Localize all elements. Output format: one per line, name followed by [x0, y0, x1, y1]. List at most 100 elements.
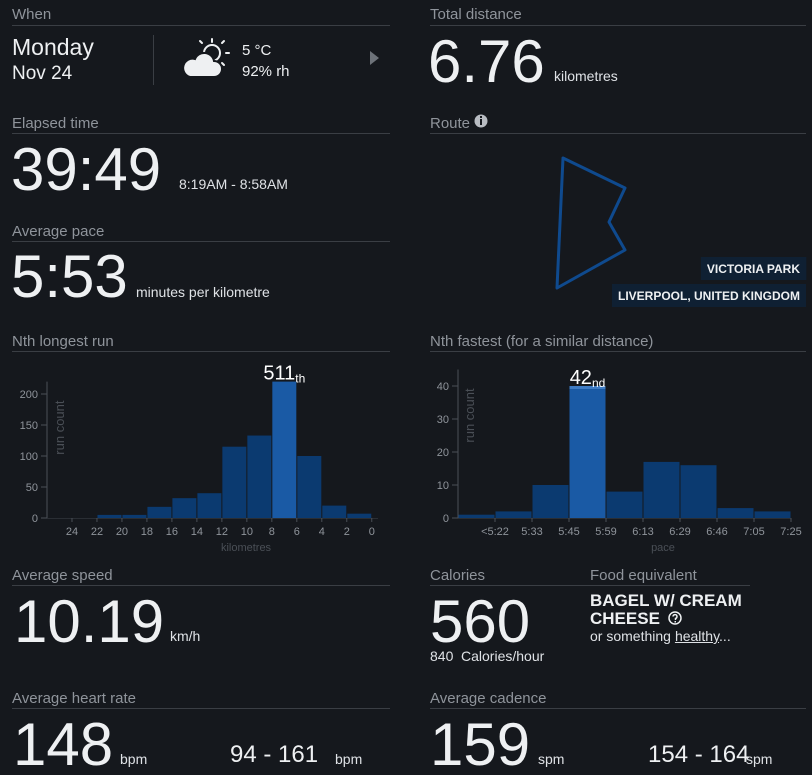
rank-suffix: nd [592, 376, 605, 390]
cadence-range-unit: spm [746, 751, 772, 767]
food-text: BAGEL W/ CREAM CHEESE [590, 591, 742, 628]
x-tick-label: 6 [294, 526, 300, 538]
x-tick-label: 5:33 [521, 526, 542, 538]
heart-rate-value: 148 [13, 711, 113, 775]
cadence-range: 154 - 164 [648, 741, 749, 768]
bar [272, 381, 297, 518]
bar [532, 485, 569, 518]
section-title: Average cadence [430, 690, 546, 707]
note-text: or something [590, 628, 671, 644]
y-tick-label: 40 [437, 381, 449, 393]
rank-number: 511 [263, 363, 295, 385]
info-icon[interactable] [474, 114, 488, 128]
x-tick-label: 8 [269, 526, 275, 538]
x-tick-label: 0 [369, 526, 375, 538]
speed-unit: km/h [170, 628, 200, 644]
time-range: 8:19AM - 8:58AM [179, 176, 288, 192]
x-tick-label: 24 [66, 526, 78, 538]
route-label-box [700, 257, 807, 280]
y-tick-label: 30 [437, 414, 449, 426]
bar [643, 461, 680, 518]
bar [495, 511, 532, 518]
section-title: Average heart rate [12, 690, 136, 707]
cadence-unit: spm [538, 751, 564, 767]
x-tick-label: <5:22 [481, 526, 509, 538]
date: Nov 24 [12, 63, 73, 84]
next-arrow[interactable] [370, 51, 379, 65]
y-tick-label: 50 [26, 482, 38, 494]
speed-value: 10.19 [14, 588, 164, 655]
x-axis-label: kilometres [221, 542, 272, 554]
x-tick-label: 2 [344, 526, 350, 538]
pace-value: 5:53 [11, 243, 128, 310]
bar [147, 506, 172, 518]
rank-suffix: th [295, 372, 305, 386]
section-title: Route [430, 115, 470, 132]
weather-icon [182, 38, 230, 78]
bar [347, 513, 372, 518]
cadence-value: 159 [430, 711, 530, 775]
y-axis-label: run count [462, 388, 477, 443]
route-label: VICTORIA PARK [707, 262, 800, 276]
y-tick-label: 10 [437, 480, 449, 492]
x-tick-label: 4 [319, 526, 325, 538]
x-tick-label: 22 [91, 526, 103, 538]
bar [297, 456, 322, 518]
bar [606, 491, 643, 518]
x-tick-label: 6:46 [706, 526, 727, 538]
bar [122, 514, 147, 518]
heart-rate-range: 94 - 161 [230, 741, 318, 768]
section-title: Average speed [12, 567, 113, 584]
section-title: Elapsed time [12, 115, 99, 132]
rank-annotation: 511th [263, 363, 305, 386]
x-tick-label: 20 [116, 526, 128, 538]
route-label-box [611, 284, 806, 307]
humidity: 92% rh [242, 63, 290, 80]
rank-number: 42 [570, 367, 592, 389]
bar [322, 505, 347, 518]
route-path [555, 156, 627, 290]
route-labels: VICTORIA PARK LIVERPOOL, UNITED KINGDOM [611, 257, 807, 307]
calories-rate: 840 [430, 648, 454, 664]
x-tick-label: 10 [241, 526, 253, 538]
x-tick-label: 6:13 [632, 526, 653, 538]
bar [717, 508, 754, 518]
calories-value: 560 [430, 588, 530, 655]
section-title: Calories [430, 567, 485, 584]
y-tick-label: 20 [437, 447, 449, 459]
x-tick-label: 5:59 [595, 526, 616, 538]
calories-rate-unit: Calories/hour [461, 648, 545, 664]
section-title: Total distance [430, 6, 522, 23]
ellipsis: ... [719, 628, 731, 644]
heart-rate-range-unit: bpm [335, 751, 362, 767]
bar [222, 446, 247, 518]
day: Monday [12, 34, 94, 60]
healthy-link[interactable]: healthy [674, 628, 720, 644]
distance-unit: kilometres [554, 68, 618, 84]
rank-annotation: 42nd [570, 367, 606, 390]
route-label: LIVERPOOL, UNITED KINGDOM [618, 289, 800, 303]
section-title: Nth fastest (for a similar distance) [430, 333, 653, 350]
x-tick-label: 7:05 [743, 526, 764, 538]
bar [754, 511, 791, 518]
x-axis-label: pace [651, 542, 675, 554]
y-tick-label: 200 [20, 389, 38, 401]
food-name: BAGEL W/ CREAM CHEESE [590, 592, 758, 628]
x-tick-label: 16 [166, 526, 178, 538]
x-tick-label: 5:45 [558, 526, 579, 538]
section-title: Food equivalent [590, 567, 698, 584]
help-icon[interactable] [667, 611, 682, 625]
x-tick-label: 12 [216, 526, 228, 538]
section-title: When [12, 6, 51, 23]
y-tick-label: 100 [20, 451, 38, 463]
bar [680, 465, 717, 518]
bar [247, 435, 272, 518]
bar [197, 493, 222, 518]
bar-highlight-edge [569, 386, 606, 389]
bar [97, 514, 122, 518]
x-tick-label: 18 [141, 526, 153, 538]
x-tick-label: 14 [191, 526, 203, 538]
y-tick-label: 0 [443, 513, 449, 525]
